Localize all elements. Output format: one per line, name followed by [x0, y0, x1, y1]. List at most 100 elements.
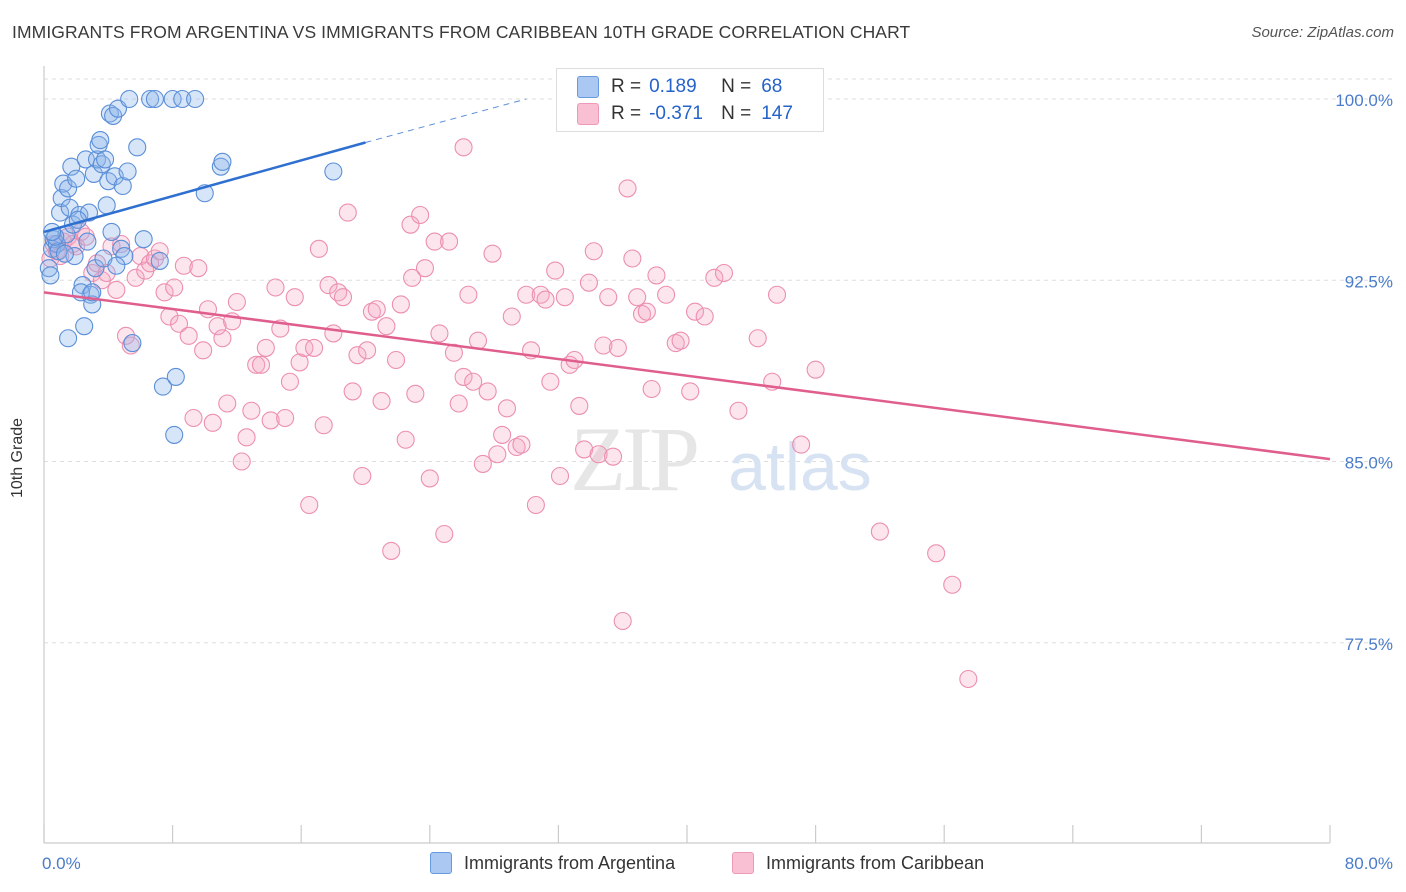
- caribbean-point: [309, 239, 328, 258]
- argentina-point: [120, 89, 139, 109]
- argentina-point: [118, 162, 137, 181]
- caribbean-point: [256, 338, 275, 357]
- caribbean-point: [338, 203, 357, 222]
- legend-item-argentina: Immigrants from Argentina: [430, 852, 675, 874]
- caribbean-point: [608, 338, 627, 357]
- caribbean-point: [155, 283, 174, 302]
- caribbean-point: [435, 524, 454, 544]
- caribbean-point: [83, 263, 102, 283]
- caribbean-point: [623, 249, 642, 268]
- caribbean-point: [290, 353, 309, 372]
- caribbean-point: [806, 360, 825, 379]
- caribbean-point: [242, 401, 261, 420]
- caribbean-point: [454, 138, 473, 157]
- caribbean-point: [112, 234, 131, 254]
- legend-n-label: N =: [721, 103, 752, 124]
- caribbean-point: [420, 469, 439, 488]
- caribbean-point: [671, 331, 690, 350]
- legend-n-label: N =: [721, 76, 752, 97]
- caribbean-point: [579, 273, 598, 292]
- caribbean-point: [681, 382, 700, 401]
- caribbean-point: [165, 278, 184, 297]
- caribbean-point: [493, 425, 512, 444]
- caribbean-point: [391, 295, 410, 314]
- argentina-trend-line: [43, 141, 366, 234]
- caribbean-point: [870, 522, 889, 541]
- caribbean-point: [927, 544, 946, 563]
- caribbean-trend-line: [43, 291, 1331, 461]
- caribbean-point: [189, 259, 208, 278]
- argentina-point: [97, 196, 116, 215]
- caribbean-point: [232, 452, 251, 471]
- caribbean-point: [203, 413, 222, 432]
- caribbean-point: [218, 394, 237, 413]
- caribbean-point: [266, 278, 285, 297]
- legend-label-argentina: Immigrants from Argentina: [464, 852, 676, 873]
- caribbean-point: [497, 399, 517, 418]
- caribbean-point: [372, 392, 391, 411]
- caribbean-point: [536, 290, 555, 309]
- caribbean-point: [174, 256, 193, 275]
- caribbean-point: [353, 466, 372, 486]
- caribbean-point: [512, 435, 531, 454]
- caribbean-point: [386, 350, 406, 370]
- caribbean-point: [194, 341, 213, 360]
- caribbean-point: [550, 466, 570, 486]
- caribbean-point: [280, 372, 299, 391]
- caribbean-point: [483, 244, 502, 263]
- caribbean-point: [792, 435, 811, 454]
- legend-r-value-argentina: 0.189: [649, 76, 697, 97]
- y-tick-label: 100.0%: [1335, 91, 1393, 110]
- caribbean-point: [213, 329, 232, 348]
- argentina-point: [123, 334, 142, 353]
- legend-n-value-argentina: 68: [761, 76, 783, 97]
- caribbean-point: [729, 401, 748, 420]
- caribbean-point: [377, 317, 396, 336]
- argentina-point: [96, 150, 115, 169]
- argentina-point: [153, 377, 173, 396]
- caribbean-point: [116, 326, 136, 345]
- series-legend: Immigrants from Argentina Immigrants fro…: [0, 852, 1406, 876]
- caribbean-point: [594, 336, 613, 355]
- caribbean-point: [107, 280, 126, 299]
- caribbean-point: [343, 382, 362, 401]
- argentina-trend-extension: [365, 98, 527, 143]
- caribbean-point: [685, 302, 705, 321]
- caribbean-point: [531, 285, 550, 304]
- y-tick-label: 92.5%: [1345, 272, 1393, 291]
- caribbean-points: [41, 89, 978, 689]
- argentina-point: [324, 162, 343, 181]
- caribbean-point: [517, 285, 536, 304]
- argentina-point: [39, 259, 58, 278]
- caribbean-point: [570, 396, 589, 415]
- caribbean-point: [179, 326, 198, 345]
- caribbean-point: [333, 288, 353, 307]
- caribbean-point: [295, 338, 314, 357]
- caribbean-point: [705, 268, 724, 287]
- caribbean-point: [695, 307, 714, 326]
- tick-labels: 77.5% 85.0% 92.5% 100.0% 0.0% 80.0%: [42, 91, 1393, 873]
- caribbean-point: [261, 411, 280, 430]
- argentina-point: [145, 89, 164, 109]
- caribbean-point: [440, 232, 459, 251]
- caribbean-point: [97, 263, 116, 283]
- caribbean-point: [647, 266, 666, 285]
- x-tick-label-min: 0.0%: [42, 854, 81, 873]
- argentina-point: [141, 89, 160, 109]
- caribbean-point: [276, 408, 295, 428]
- grid-lines: [44, 78, 1395, 644]
- caribbean-point: [362, 302, 381, 321]
- caribbean-point: [382, 541, 401, 560]
- caribbean-point: [959, 669, 978, 689]
- source-label: Source: ZipAtlas.com: [1251, 24, 1394, 41]
- caribbean-point: [208, 317, 227, 336]
- argentina-point: [75, 317, 94, 336]
- argentina-point: [102, 222, 121, 241]
- caribbean-point: [227, 292, 246, 312]
- caribbean-point: [348, 346, 367, 365]
- caribbean-point: [637, 302, 656, 321]
- caribbean-point: [628, 288, 647, 307]
- caribbean-point: [247, 355, 266, 374]
- argentina-point: [62, 157, 81, 176]
- trend-lines: [43, 98, 1331, 461]
